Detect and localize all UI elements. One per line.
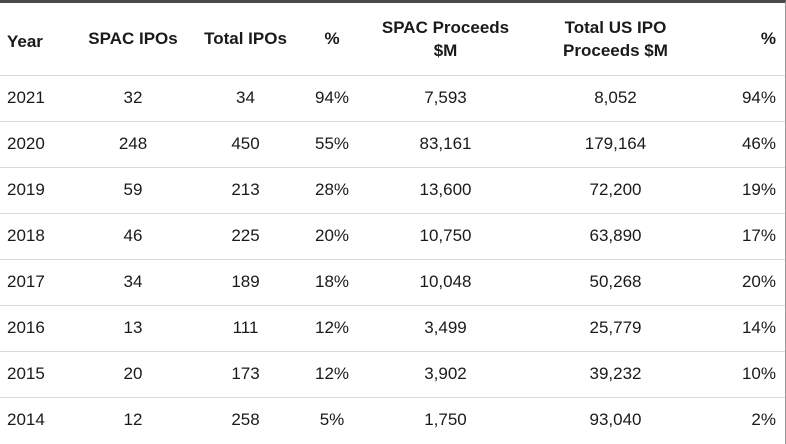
- cell-spac-ipos: 12: [123, 410, 143, 430]
- cell-total-ipos: 450: [231, 134, 260, 153]
- header-spac-count-percent: %: [296, 3, 368, 75]
- cell-total-proceeds: 25,779: [589, 318, 642, 337]
- cell-spac-ipos: 13: [123, 318, 143, 337]
- cell-spac-ipos: 20: [123, 364, 143, 383]
- cell-spac-ipos: 46: [123, 226, 143, 245]
- cell-proceeds-percent: 14%: [741, 318, 776, 337]
- cell-spac-proceeds: 13,600: [419, 180, 472, 199]
- cell-total-ipos: 34: [236, 88, 255, 107]
- header-proceeds-percent: %: [708, 3, 785, 75]
- header-spac-proceeds-line1: SPAC Proceeds: [381, 17, 510, 37]
- cell-proceeds-percent: 17%: [741, 226, 776, 245]
- header-spac-count-percent-label: %: [324, 29, 340, 49]
- cell-total-proceeds: 179,164: [584, 134, 647, 153]
- cell-spac-count-percent: 20%: [314, 226, 350, 245]
- cell-spac-proceeds: 3,902: [424, 364, 467, 383]
- table-row: 2014 12 258 5% 1,750 93,040 2%: [0, 397, 785, 443]
- table-row: 2021 32 34 94% 7,593 8,052 94%: [0, 75, 785, 121]
- cell-total-proceeds: 93,040: [589, 410, 642, 430]
- cell-year: 2019: [7, 180, 45, 199]
- header-proceeds-percent-label: %: [760, 29, 776, 49]
- cell-spac-proceeds: 1,750: [424, 410, 467, 430]
- header-total-us-ipo-proceeds: Total US IPO Proceeds $M: [523, 3, 708, 75]
- cell-spac-proceeds: 83,161: [419, 134, 472, 153]
- header-year: Year: [0, 3, 71, 75]
- cell-proceeds-percent: 20%: [741, 272, 776, 291]
- cell-spac-count-percent: 12%: [314, 318, 350, 337]
- cell-total-ipos: 225: [231, 226, 260, 245]
- cell-year: 2017: [7, 272, 45, 291]
- cell-total-proceeds: 39,232: [589, 364, 642, 383]
- cell-spac-ipos: 248: [118, 134, 148, 153]
- cell-total-proceeds: 50,268: [589, 272, 642, 291]
- cell-year: 2021: [7, 88, 45, 107]
- header-total-proceeds-line2: Proceeds $M: [563, 40, 668, 60]
- cell-spac-proceeds: 10,048: [419, 272, 472, 291]
- cell-proceeds-percent: 2%: [751, 410, 776, 430]
- cell-spac-proceeds: 3,499: [424, 318, 467, 337]
- table-row: 2015 20 173 12% 3,902 39,232 10%: [0, 351, 785, 397]
- cell-total-ipos: 189: [231, 272, 260, 291]
- header-row: Year SPAC IPOs Total IPOs % SPAC Proceed…: [0, 3, 785, 75]
- cell-spac-ipos: 32: [123, 88, 143, 107]
- header-spac-ipos: SPAC IPOs: [71, 3, 195, 75]
- cell-spac-count-percent: 12%: [314, 364, 350, 383]
- cell-year: 2016: [7, 318, 45, 337]
- cell-spac-proceeds: 10,750: [419, 226, 472, 245]
- cell-year: 2018: [7, 226, 45, 245]
- cell-total-proceeds: 72,200: [589, 180, 642, 199]
- cell-total-proceeds: 63,890: [589, 226, 642, 245]
- table-header: Year SPAC IPOs Total IPOs % SPAC Proceed…: [0, 3, 785, 75]
- table-row: 2019 59 213 28% 13,600 72,200 19%: [0, 167, 785, 213]
- cell-year: 2014: [7, 410, 45, 430]
- header-spac-ipos-label: SPAC IPOs: [88, 29, 178, 49]
- table-body: 2021 32 34 94% 7,593 8,052 94% 2020 248 …: [0, 75, 785, 443]
- cell-spac-proceeds: 7,593: [424, 88, 467, 107]
- cell-proceeds-percent: 19%: [741, 180, 776, 199]
- table-row: 2018 46 225 20% 10,750 63,890 17%: [0, 213, 785, 259]
- cell-spac-count-percent: 5%: [319, 410, 345, 430]
- cell-spac-count-percent: 55%: [314, 134, 350, 153]
- spac-ipo-table: Year SPAC IPOs Total IPOs % SPAC Proceed…: [0, 3, 785, 443]
- cell-year: 2020: [7, 134, 45, 153]
- cell-proceeds-percent: 94%: [741, 88, 776, 107]
- cell-proceeds-percent: 10%: [741, 364, 776, 383]
- table-row: 2020 248 450 55% 83,161 179,164 46%: [0, 121, 785, 167]
- cell-total-ipos: 173: [231, 364, 260, 383]
- cell-total-ipos: 258: [231, 410, 260, 430]
- header-total-ipos: Total IPOs: [195, 3, 296, 75]
- header-spac-proceeds-line2: $M: [433, 40, 458, 60]
- cell-total-proceeds: 8,052: [594, 88, 637, 107]
- table-row: 2017 34 189 18% 10,048 50,268 20%: [0, 259, 785, 305]
- cell-spac-ipos: 34: [123, 272, 143, 291]
- header-total-ipos-label: Total IPOs: [204, 29, 287, 49]
- cell-spac-count-percent: 28%: [314, 180, 350, 199]
- header-spac-proceeds: SPAC Proceeds $M: [368, 3, 523, 75]
- cell-spac-ipos: 59: [123, 180, 143, 199]
- cell-spac-count-percent: 94%: [314, 88, 350, 107]
- cell-proceeds-percent: 46%: [741, 134, 776, 153]
- cell-year: 2015: [7, 364, 45, 383]
- cell-spac-count-percent: 18%: [314, 272, 350, 291]
- cell-total-ipos: 111: [232, 318, 259, 337]
- table-row: 2016 13 111 12% 3,499 25,779 14%: [0, 305, 785, 351]
- header-total-proceeds-line1: Total US IPO: [564, 17, 667, 37]
- cell-total-ipos: 213: [231, 180, 260, 199]
- header-year-label: Year: [7, 32, 43, 52]
